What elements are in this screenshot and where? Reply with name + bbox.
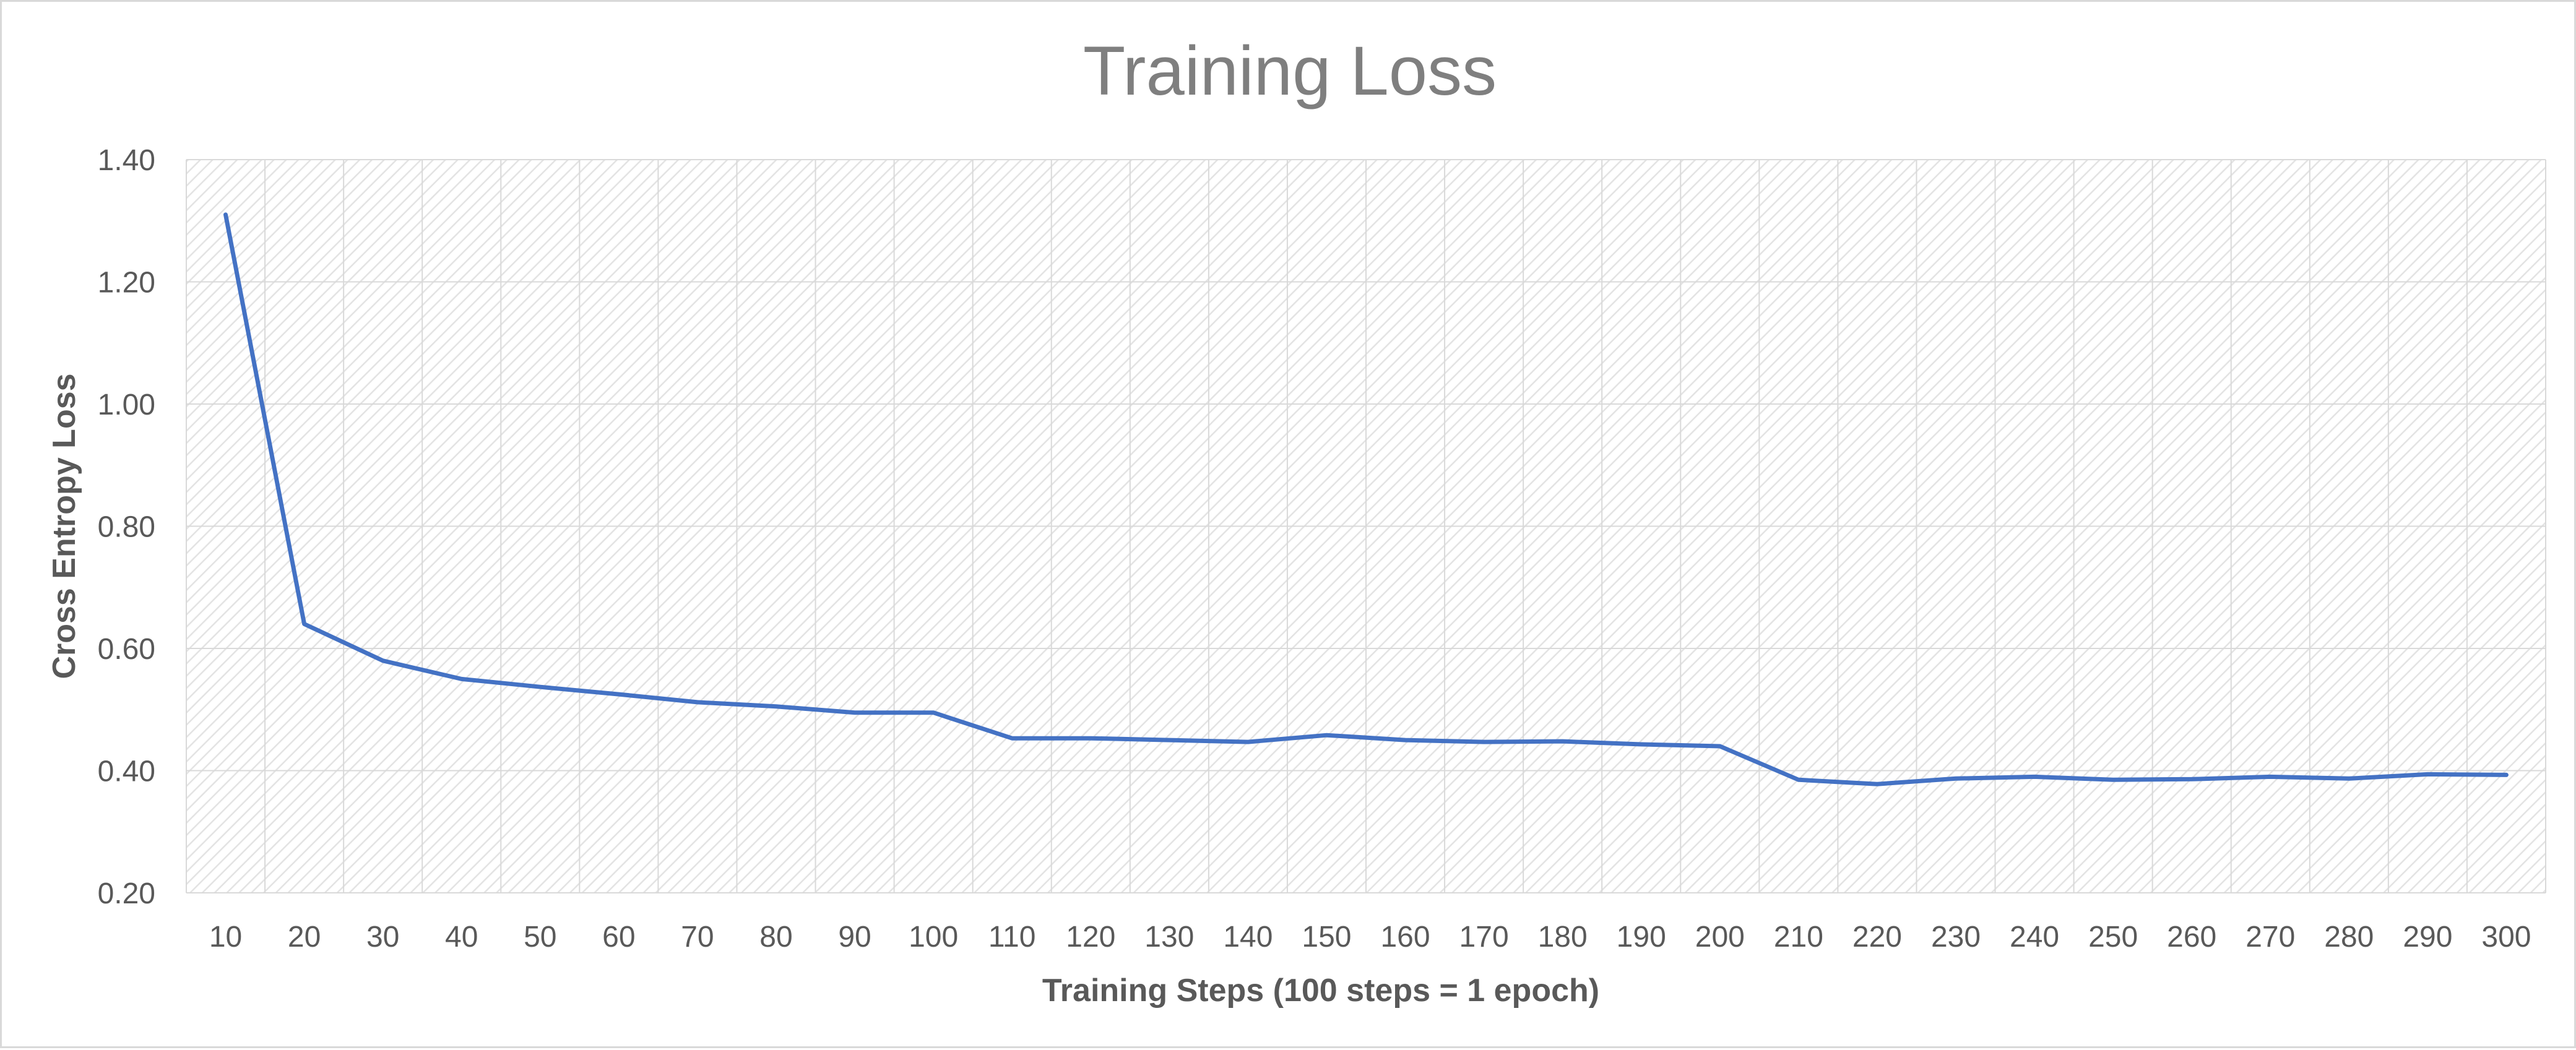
y-tick-label: 0.80 xyxy=(98,511,155,544)
x-tick-label: 90 xyxy=(838,921,871,953)
series-line xyxy=(223,212,2509,786)
x-tick-label: 250 xyxy=(2088,921,2138,953)
horizontal-gridlines xyxy=(186,159,2546,893)
x-tick-label: 290 xyxy=(2403,921,2452,953)
x-tick-label: 30 xyxy=(366,921,399,953)
x-tick-label: 260 xyxy=(2167,921,2216,953)
y-tick-label: 0.20 xyxy=(98,877,155,910)
x-tick-label: 300 xyxy=(2481,921,2531,953)
x-axis-title: Training Steps (100 steps = 1 epoch) xyxy=(1042,973,1599,1009)
x-tick-label: 140 xyxy=(1223,921,1273,953)
x-tick-label: 110 xyxy=(988,921,1036,953)
x-tick-label: 130 xyxy=(1144,921,1194,953)
x-tick-label: 40 xyxy=(445,921,478,953)
x-tick-label: 270 xyxy=(2245,921,2295,953)
x-tick-label: 80 xyxy=(759,921,792,953)
x-tick-label: 230 xyxy=(1931,921,1981,953)
x-tick-label: 210 xyxy=(1774,921,1823,953)
x-axis-tick-labels: 10 20 30 40 50 60 70 80 90 100 110 120 130 140 150 160 1… xyxy=(209,921,2531,953)
x-tick-label: 240 xyxy=(2010,921,2059,953)
x-tick-label: 180 xyxy=(1538,921,1588,953)
y-tick-label: 1.40 xyxy=(98,144,155,177)
x-tick-label: 50 xyxy=(524,921,556,953)
x-tick-label: 220 xyxy=(1852,921,1902,953)
y-tick-label: 1.00 xyxy=(98,389,155,421)
x-tick-label: 170 xyxy=(1459,921,1509,953)
x-tick-label: 190 xyxy=(1617,921,1666,953)
x-tick-label: 10 xyxy=(209,921,242,953)
x-tick-label: 150 xyxy=(1302,921,1351,953)
x-tick-label: 160 xyxy=(1380,921,1430,953)
x-tick-label: 200 xyxy=(1695,921,1745,953)
y-axis-title: Cross Entropy Loss xyxy=(46,373,82,679)
chart-title: Training Loss xyxy=(1083,32,1497,110)
x-tick-label: 70 xyxy=(681,921,714,953)
y-tick-label: 0.40 xyxy=(98,755,155,788)
y-tick-label: 0.60 xyxy=(98,633,155,666)
x-tick-label: 280 xyxy=(2324,921,2374,953)
y-axis-tick-labels: 0.20 0.40 0.60 0.80 1.00 1.20 1.40 xyxy=(98,144,155,910)
y-tick-label: 1.20 xyxy=(98,267,155,299)
x-tick-label: 120 xyxy=(1066,921,1115,953)
x-tick-label: 20 xyxy=(288,921,321,953)
x-tick-label: 100 xyxy=(909,921,958,953)
x-tick-label: 60 xyxy=(602,921,635,953)
